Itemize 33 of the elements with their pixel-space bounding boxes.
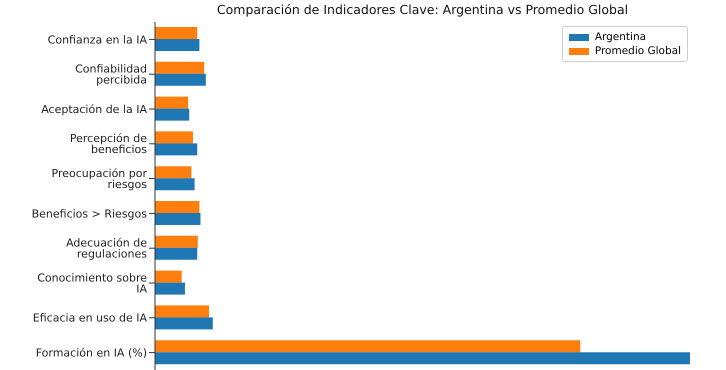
y-tick-label: Confiabilidad percibida bbox=[75, 62, 147, 87]
bar bbox=[155, 340, 580, 352]
y-tick-label: Aceptación de la IA bbox=[41, 102, 148, 116]
bar bbox=[155, 236, 198, 248]
bar bbox=[155, 62, 204, 74]
y-tick-label: Confianza en la IA bbox=[48, 33, 148, 46]
bar bbox=[155, 96, 188, 109]
bar bbox=[155, 213, 200, 225]
bar bbox=[155, 317, 213, 330]
legend-label: Argentina bbox=[594, 30, 646, 44]
bar bbox=[155, 282, 185, 295]
bar bbox=[155, 74, 206, 86]
y-tick-label: Adecuación de regulaciones bbox=[66, 236, 148, 261]
bar bbox=[155, 178, 195, 190]
chart-title: Comparación de Indicadores Clave: Argentina vs Promedio Global bbox=[216, 2, 630, 17]
bar bbox=[155, 108, 190, 121]
legend-label: Promedio Global bbox=[594, 44, 681, 58]
y-tick-label: Formación en IA (%) bbox=[36, 346, 147, 360]
bar bbox=[155, 131, 193, 144]
y-tick-label: Preocupación por riesgos bbox=[52, 167, 148, 192]
bar bbox=[155, 270, 182, 283]
bar bbox=[155, 27, 198, 39]
bar bbox=[155, 166, 192, 178]
y-tick-label: Percepción de beneficios bbox=[70, 132, 148, 156]
y-tick-label: Eficacia en uso de IA bbox=[32, 312, 148, 325]
bar bbox=[155, 39, 200, 51]
bar bbox=[155, 305, 210, 318]
bar bbox=[155, 352, 690, 364]
bar bbox=[155, 143, 198, 156]
y-tick-label: Beneficios > Riesgos bbox=[32, 207, 148, 220]
bar bbox=[155, 248, 198, 260]
bar bbox=[155, 201, 200, 213]
y-tick-label: Conocimiento sobre IA bbox=[37, 271, 148, 296]
